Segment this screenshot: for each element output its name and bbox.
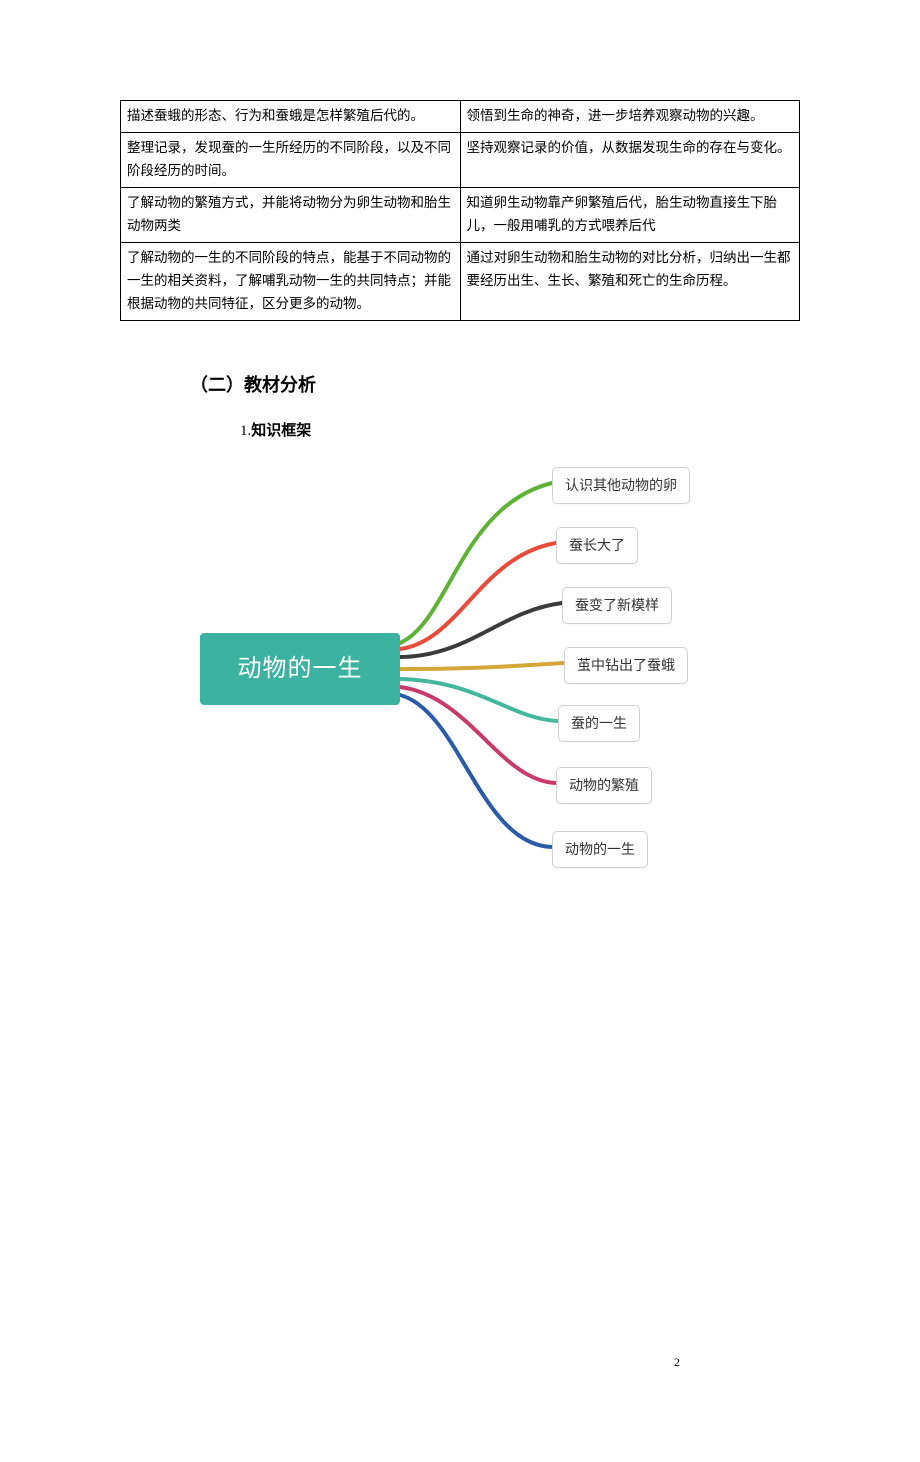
mindmap-leaf: 茧中钻出了蚕蛾 <box>564 647 688 683</box>
mindmap-leaf: 动物的繁殖 <box>556 767 652 803</box>
table-row: 了解动物的一生的不同阶段的特点，能基于不同动物的一生的相关资料，了解哺乳动物一生… <box>121 242 800 320</box>
section-2-header: （二）教材分析 <box>190 371 800 400</box>
mindmap-branch <box>400 543 556 649</box>
mindmap-leaf: 蚕变了新模样 <box>562 587 672 623</box>
mindmap-leaf: 蚕的一生 <box>558 705 640 741</box>
mindmap-branch <box>400 663 564 669</box>
table-cell-right: 通过对卵生动物和胎生动物的对比分析，归纳出一生都要经历出生、生长、繁殖和死亡的生… <box>460 242 800 320</box>
page-number: 2 <box>674 1353 680 1372</box>
mindmap-branch <box>400 483 552 643</box>
table-cell-left: 了解动物的繁殖方式，并能将动物分为卵生动物和胎生动物两类 <box>121 187 461 242</box>
table-cell-left: 了解动物的一生的不同阶段的特点，能基于不同动物的一生的相关资料，了解哺乳动物一生… <box>121 242 461 320</box>
mindmap-branch <box>400 679 558 721</box>
table-row: 了解动物的繁殖方式，并能将动物分为卵生动物和胎生动物两类知道卵生动物靠产卵繁殖后… <box>121 187 800 242</box>
table-cell-left: 描述蚕蛾的形态、行为和蚕蛾是怎样繁殖后代的。 <box>121 101 461 133</box>
mindmap: 动物的一生 认识其他动物的卵蚕长大了蚕变了新模样茧中钻出了蚕蛾蚕的一生动物的繁殖… <box>180 461 740 891</box>
mindmap-leaf: 蚕长大了 <box>556 527 638 563</box>
table-cell-right: 领悟到生命的神奇，进一步培养观察动物的兴趣。 <box>460 101 800 133</box>
table-cell-left: 整理记录，发现蚕的一生所经历的不同阶段，以及不同阶段经历的时间。 <box>121 132 461 187</box>
mindmap-branch <box>400 695 552 847</box>
table-cell-right: 坚持观察记录的价值，从数据发现生命的存在与变化。 <box>460 132 800 187</box>
mindmap-branch <box>400 603 562 657</box>
subsection-title: 知识框架 <box>251 422 311 439</box>
table-row: 描述蚕蛾的形态、行为和蚕蛾是怎样繁殖后代的。领悟到生命的神奇，进一步培养观察动物… <box>121 101 800 133</box>
mindmap-central-node: 动物的一生 <box>200 633 400 705</box>
table-row: 整理记录，发现蚕的一生所经历的不同阶段，以及不同阶段经历的时间。坚持观察记录的价… <box>121 132 800 187</box>
mindmap-branch <box>400 687 556 783</box>
table-cell-right: 知道卵生动物靠产卵繁殖后代，胎生动物直接生下胎儿，一般用哺乳的方式喂养后代 <box>460 187 800 242</box>
content-table: 描述蚕蛾的形态、行为和蚕蛾是怎样繁殖后代的。领悟到生命的神奇，进一步培养观察动物… <box>120 100 800 321</box>
subsection-num: 1. <box>240 423 251 439</box>
mindmap-leaf: 认识其他动物的卵 <box>552 467 690 503</box>
subsection-1-header: 1.知识框架 <box>240 419 800 443</box>
mindmap-leaf: 动物的一生 <box>552 831 648 867</box>
